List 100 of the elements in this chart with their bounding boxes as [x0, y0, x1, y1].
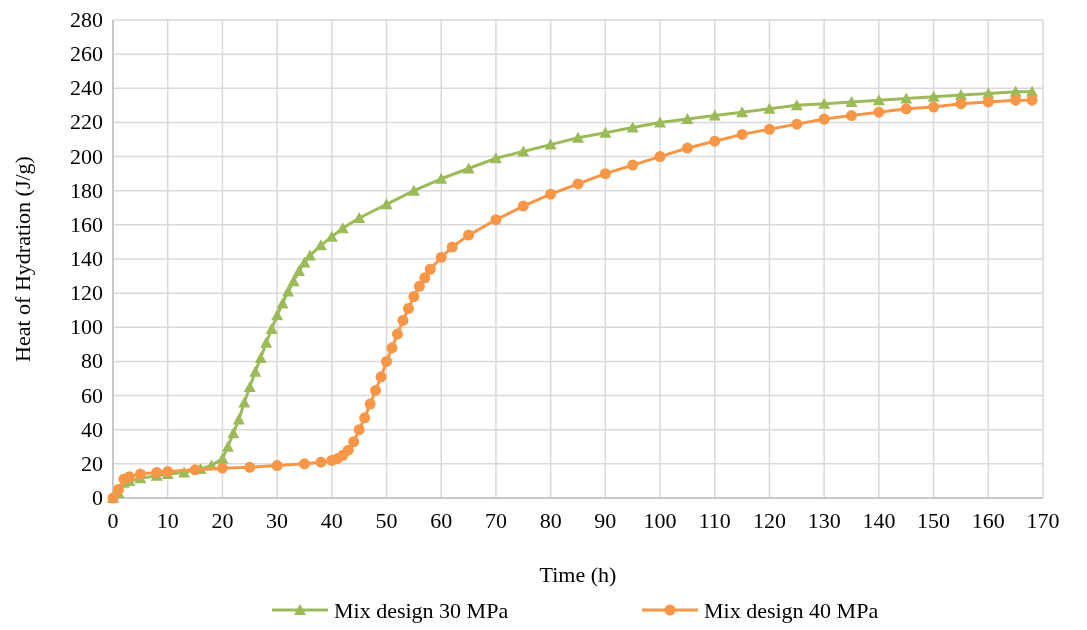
point — [791, 118, 803, 130]
point — [545, 188, 557, 200]
point — [927, 90, 940, 102]
y-tick-label: 260 — [70, 41, 103, 67]
point — [818, 113, 830, 125]
x-tick-label: 90 — [594, 508, 617, 533]
point — [397, 314, 409, 326]
y-tick-label: 40 — [81, 416, 103, 442]
point — [1010, 94, 1022, 106]
point — [763, 102, 776, 114]
point — [572, 178, 584, 190]
y-tick-label: 220 — [70, 109, 103, 135]
y-tick-label: 160 — [70, 211, 103, 237]
x-tick-label: 80 — [539, 508, 562, 533]
point — [872, 94, 885, 106]
point — [489, 152, 502, 164]
x-tick-label: 140 — [862, 508, 896, 533]
legend-label: Mix design 30 MPa — [334, 598, 509, 623]
x-tick-label: 50 — [375, 508, 398, 533]
point — [315, 456, 327, 468]
y-tick-label: 20 — [81, 450, 103, 476]
x-tick-label: 120 — [752, 508, 786, 533]
point — [790, 99, 803, 111]
point — [238, 396, 251, 408]
point — [381, 355, 393, 367]
x-tick-label: 0 — [107, 508, 119, 533]
x-axis-title: Time (h) — [539, 562, 617, 587]
point — [462, 162, 475, 174]
point — [276, 297, 289, 309]
y-tick-label: 60 — [81, 382, 103, 408]
y-axis-title: Heat of Hydration (J/g) — [10, 156, 35, 362]
point — [544, 138, 557, 150]
point — [490, 214, 502, 226]
point — [408, 291, 420, 303]
x-tick-label: 10 — [156, 508, 179, 533]
point — [572, 131, 584, 143]
point — [446, 241, 458, 253]
point — [599, 168, 611, 180]
point — [709, 135, 721, 147]
point — [435, 172, 448, 184]
point — [435, 251, 447, 263]
point — [681, 113, 694, 125]
y-tick-label: 100 — [70, 314, 103, 340]
point — [708, 109, 721, 121]
x-tick-label: 30 — [266, 508, 289, 533]
y-tick-label: 200 — [70, 143, 103, 169]
point — [216, 452, 229, 464]
point — [818, 97, 831, 109]
point — [928, 101, 940, 113]
point — [627, 159, 639, 171]
point — [353, 212, 366, 224]
x-tick-label: 60 — [430, 508, 453, 533]
point — [314, 239, 327, 251]
point — [221, 440, 234, 452]
point — [134, 468, 146, 480]
x-tick-label: 110 — [698, 508, 731, 533]
point — [599, 126, 612, 138]
point — [900, 92, 913, 104]
point — [654, 116, 667, 128]
point — [517, 145, 530, 157]
point — [232, 413, 245, 425]
point — [402, 303, 414, 315]
point — [736, 106, 749, 118]
y-tick-label: 280 — [70, 7, 103, 32]
point — [407, 184, 420, 196]
point — [298, 458, 310, 470]
point — [353, 424, 365, 436]
point — [424, 263, 436, 275]
point — [243, 381, 256, 393]
legend-label: Mix design 40 MPa — [704, 598, 879, 623]
point — [626, 121, 639, 133]
point — [189, 464, 201, 476]
point — [654, 151, 666, 163]
y-tick-label: 0 — [92, 485, 103, 510]
point — [244, 461, 256, 473]
point — [287, 275, 300, 287]
point — [265, 322, 278, 334]
point — [413, 280, 425, 292]
point — [254, 352, 267, 364]
point — [386, 342, 398, 354]
x-tick-label: 70 — [484, 508, 507, 533]
x-tick-label: 150 — [917, 508, 951, 533]
y-tick-label: 240 — [70, 75, 103, 101]
point — [227, 427, 240, 439]
point — [359, 412, 371, 424]
point — [736, 128, 748, 140]
x-tick-label: 160 — [971, 508, 1005, 533]
point — [380, 198, 393, 210]
point — [845, 95, 858, 107]
x-tick-label: 20 — [211, 508, 234, 533]
point — [681, 142, 693, 154]
point — [370, 384, 382, 396]
point — [1026, 94, 1038, 106]
x-tick-label: 100 — [643, 508, 677, 533]
point — [900, 103, 912, 115]
point — [249, 365, 262, 377]
x-tick-label: 170 — [1026, 508, 1060, 533]
point — [419, 272, 431, 284]
point — [846, 110, 858, 122]
point — [375, 371, 387, 383]
